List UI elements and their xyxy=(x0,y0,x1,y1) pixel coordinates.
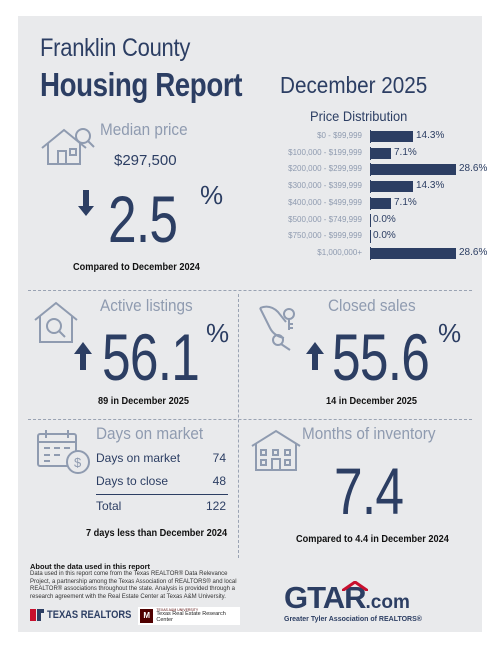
price-range-label: $0 - $99,999 xyxy=(317,131,362,140)
price-bar xyxy=(370,247,456,259)
price-bar xyxy=(370,197,391,209)
divider-vertical xyxy=(238,294,239,558)
price-bar-value: 28.6% xyxy=(459,246,488,258)
house-search-icon xyxy=(38,124,98,168)
price-bar-value: 0.0% xyxy=(373,213,396,225)
up-arrow-icon xyxy=(306,342,324,377)
price-bar-value: 14.3% xyxy=(416,130,445,141)
days-on-market-note: 7 days less than December 2024 xyxy=(86,528,228,539)
price-distribution-row: $0 - $99,999 14.3% xyxy=(248,130,478,143)
report-month: December 2025 xyxy=(280,72,428,98)
median-price-value: $297,500 xyxy=(114,152,177,169)
active-listings-change: 56.1 xyxy=(102,320,200,394)
price-range-label: $200,000 - $299,999 xyxy=(288,164,362,174)
dtc-row-label: Days to close xyxy=(96,474,169,488)
county-name: Franklin County xyxy=(40,34,191,62)
tamu-logo: M TEXAS A&M UNIVERSITY Texas Real Estate… xyxy=(138,607,240,625)
about-title: About the data used in this report xyxy=(30,562,151,571)
price-bar-value: 14.3% xyxy=(416,180,445,192)
report-card: Franklin County Housing Report December … xyxy=(18,16,487,632)
median-price-note: Compared to December 2024 xyxy=(73,262,200,273)
price-bar-value: 7.1% xyxy=(394,196,417,208)
about-text: Data used in this report come from the T… xyxy=(30,571,237,600)
price-distribution-title: Price Distribution xyxy=(310,108,408,124)
building-icon xyxy=(250,428,302,472)
total-value: 122 xyxy=(205,499,226,513)
days-on-market-row: Days on market 74 xyxy=(96,451,226,465)
report-title: Housing Report xyxy=(40,66,243,103)
gtar-roof-icon xyxy=(341,578,369,596)
tamu-center-text: Texas Real Estate Research Center xyxy=(156,611,226,623)
price-range-label: $750,000 - $999,999 xyxy=(288,231,362,241)
days-on-market-label: Days on market xyxy=(96,424,204,443)
months-inventory-value: 7.4 xyxy=(334,454,404,528)
price-bar xyxy=(370,164,456,176)
down-arrow-icon xyxy=(78,188,94,223)
active-listings-note: 89 in December 2025 xyxy=(98,396,190,407)
texas-realtors-mark-icon xyxy=(30,609,44,621)
tamu-mark-icon: M xyxy=(140,609,154,623)
price-distribution-row: $750,000 - $999,999 0.0% xyxy=(248,230,478,244)
price-distribution-row: $1,000,000+ 28.6% xyxy=(248,246,487,260)
gtar-main-text: GTAR xyxy=(284,580,367,615)
active-listings-label: Active listings xyxy=(100,296,193,315)
closed-sales-change: 55.6 xyxy=(332,320,430,394)
gtar-logo: GTAR.com xyxy=(284,580,410,616)
house-magnifier-icon xyxy=(32,300,80,346)
divider-horizontal-1 xyxy=(28,290,472,291)
price-bar-value: 7.1% xyxy=(394,146,417,158)
hand-key-icon xyxy=(256,300,306,352)
gtar-tagline: Greater Tyler Association of REALTORS® xyxy=(284,616,422,623)
closed-sales-label: Closed sales xyxy=(328,296,416,315)
price-bar xyxy=(370,131,413,142)
texas-realtors-logo: TEXAS REALTORS xyxy=(30,609,146,621)
median-price-change: 2.5 xyxy=(108,182,178,256)
price-distribution-row: $100,000 - $199,999 7.1% xyxy=(248,146,478,160)
tamu-small-text: TEXAS A&M UNIVERSITY xyxy=(156,607,199,612)
price-distribution-row: $400,000 - $499,999 7.1% xyxy=(248,196,478,210)
closed-sales-change-unit: % xyxy=(438,318,462,348)
price-bar xyxy=(370,147,391,159)
svg-text:$: $ xyxy=(74,455,82,470)
price-bar-axis xyxy=(370,230,371,244)
days-to-close-row: Days to close 48 xyxy=(96,474,226,488)
median-price-change-unit: % xyxy=(200,180,224,210)
total-divider xyxy=(96,494,228,495)
closed-sales-note: 14 in December 2025 xyxy=(326,396,418,407)
price-bar xyxy=(370,181,413,193)
price-range-label: $300,000 - $399,999 xyxy=(288,181,362,191)
dom-row-label: Days on market xyxy=(96,451,181,465)
price-bar-value: 0.0% xyxy=(373,230,396,242)
price-bar-axis xyxy=(370,213,371,227)
price-range-label: $1,000,000+ xyxy=(317,247,362,257)
price-bar-value: 28.6% xyxy=(459,163,488,175)
price-range-label: $500,000 - $749,999 xyxy=(288,214,362,224)
divider-horizontal-2 xyxy=(28,419,472,420)
total-label: Total xyxy=(96,499,122,513)
price-distribution-row: $200,000 - $299,999 28.6% xyxy=(248,163,487,177)
dtc-row-value: 48 xyxy=(212,474,226,488)
active-listings-change-unit: % xyxy=(206,318,230,348)
price-range-label: $100,000 - $199,999 xyxy=(288,147,362,157)
months-inventory-note: Compared to 4.4 in December 2024 xyxy=(296,534,449,545)
gtar-suffix-text: .com xyxy=(365,592,410,613)
median-price-label: Median price xyxy=(100,120,188,139)
months-inventory-label: Months of inventory xyxy=(302,424,436,443)
up-arrow-icon xyxy=(74,342,92,377)
price-distribution-row: $500,000 - $749,999 0.0% xyxy=(248,213,478,227)
price-range-label: $400,000 - $499,999 xyxy=(288,197,362,207)
texas-realtors-text: TEXAS REALTORS xyxy=(47,609,132,621)
dom-row-value: 74 xyxy=(212,451,226,465)
calendar-dollar-icon: $ xyxy=(36,428,92,476)
price-distribution-row: $300,000 - $399,999 14.3% xyxy=(248,180,478,194)
total-row: Total 122 xyxy=(96,499,226,513)
